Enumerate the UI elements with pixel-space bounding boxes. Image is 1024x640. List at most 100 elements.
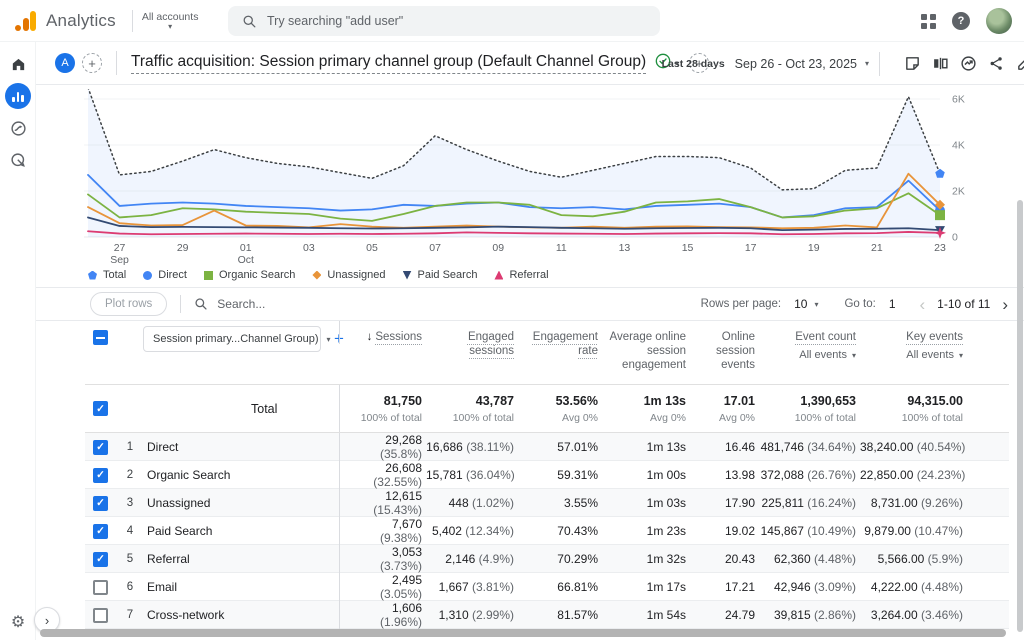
series-line-paid-search	[87, 216, 941, 232]
nav-advertising[interactable]	[0, 144, 36, 176]
metric-cell: 1,667 (3.81%)	[438, 580, 514, 594]
help-icon[interactable]: ?	[952, 12, 970, 30]
expand-nav-button[interactable]: ›	[34, 607, 60, 633]
search-input[interactable]: Try searching "add user"	[228, 6, 660, 36]
add-property-button[interactable]: +	[82, 53, 102, 73]
report-title[interactable]: Traffic acquisition: Session primary cha…	[131, 53, 647, 74]
customize-report-icon[interactable]	[1016, 55, 1024, 72]
column-header-engagement-rate[interactable]: Engagement rate	[518, 321, 602, 358]
event-filter-dropdown[interactable]: All events ▾	[799, 349, 856, 361]
add-report-button[interactable]: +	[689, 53, 710, 73]
channel-name: Organic Search	[147, 468, 231, 482]
column-header-sessions[interactable]: ↓ Sessions	[339, 321, 426, 344]
column-label: Event count	[795, 331, 856, 343]
row-checkbox[interactable]	[93, 579, 108, 595]
nav-explore[interactable]	[0, 112, 36, 144]
sort-descending-icon: ↓	[366, 331, 373, 343]
add-dimension-button[interactable]: +	[334, 329, 344, 348]
user-avatar[interactable]	[986, 8, 1012, 34]
previous-page-icon[interactable]: ‹	[919, 294, 926, 314]
triangle-up-marker-icon	[494, 270, 504, 280]
comparison-icon[interactable]	[932, 55, 949, 72]
metric-cell: 24.79	[724, 608, 755, 622]
metric-cell: 39,815 (2.86%)	[773, 608, 856, 622]
divider	[116, 51, 117, 75]
chart-legend: Total Direct Organic Search Unassigned Paid …	[60, 269, 1024, 281]
metric-cell: 1,310 (2.99%)	[438, 608, 514, 622]
y-axis-label: 4K	[952, 140, 965, 152]
report-toolbar: A + Traffic acquisition: Session primary…	[36, 42, 1024, 85]
chevron-down-icon[interactable]: ▾	[864, 59, 869, 68]
row-checkbox[interactable]: ✓	[93, 551, 108, 567]
divider	[879, 51, 880, 76]
table-row-direct: ✓ 1 Direct 29,268 (35.8%) 16,686 (38.11%) 57.…	[85, 433, 1009, 461]
goto-input[interactable]: 1	[888, 297, 896, 311]
horizontal-scrollbar[interactable]	[40, 629, 1006, 637]
vertical-scrollbar[interactable]	[1017, 200, 1023, 632]
row-checkbox[interactable]: ✓	[93, 523, 108, 539]
insights-icon[interactable]	[960, 55, 977, 72]
legend-item-referral[interactable]: Referral	[494, 269, 549, 281]
pagination-range: 1-10 of 11	[937, 297, 991, 311]
column-header-event-count[interactable]: Event count All events ▾	[759, 321, 860, 363]
apps-grid-icon[interactable]	[921, 13, 936, 29]
column-header-engaged-sessions[interactable]: Engaged sessions	[426, 321, 518, 358]
channel-name: Email	[147, 580, 178, 594]
report-content: 0 2K 4K 6K 27 Sep 29 01 Oct 03 05 07 09 11 13 15 17 19 21 2…	[36, 85, 1024, 640]
row-checkbox[interactable]: ✓	[93, 495, 108, 511]
plot-rows-button[interactable]: Plot rows	[90, 292, 168, 316]
metric-cell: 16.46	[724, 440, 755, 454]
left-nav: ⚙	[0, 42, 36, 640]
column-header-online-session-events[interactable]: Online session events	[690, 321, 759, 372]
metric-cell: 448 (1.02%)	[448, 496, 514, 510]
legend-item-unassigned[interactable]: Unassigned	[312, 269, 386, 281]
metric-cell: 1m 00s	[646, 468, 686, 482]
property-avatar[interactable]: A	[55, 53, 75, 73]
legend-item-paid-search[interactable]: Paid Search	[402, 269, 477, 281]
nav-reports[interactable]	[0, 80, 36, 112]
metric-cell: 3.55%	[563, 496, 598, 510]
row-number: 6	[126, 581, 134, 593]
x-axis-label: 17	[745, 242, 757, 254]
total-checkbox[interactable]: ✓	[93, 401, 108, 416]
metric-cell: 17.21	[724, 580, 755, 594]
dimension-selector[interactable]: Session primary...Channel Group) ▾	[143, 326, 331, 352]
admin-gear-icon[interactable]: ⚙	[10, 614, 26, 631]
share-icon[interactable]	[988, 55, 1005, 72]
chevron-down-icon: ▾	[326, 334, 331, 344]
series-line-organic-search	[87, 192, 941, 222]
x-axis-label: 05	[366, 242, 378, 254]
table-search-input[interactable]: Search...	[194, 297, 265, 311]
chevron-down-icon[interactable]: ▾	[814, 299, 819, 309]
column-header-average-online-session-engagement[interactable]: Average online session engagement	[602, 321, 690, 372]
legend-item-direct[interactable]: Direct	[143, 269, 187, 281]
channel-name: Unassigned	[147, 496, 211, 510]
row-checkbox[interactable]: ✓	[93, 439, 108, 455]
total-cell: 17.01 Avg 0%	[719, 393, 755, 424]
metric-cell: 8,731.00 (9.26%)	[870, 496, 963, 510]
rows-per-page-select[interactable]: 10	[794, 297, 808, 311]
search-icon	[195, 298, 207, 310]
account-switcher[interactable]: All accounts ▾	[142, 11, 199, 31]
legend-item-total[interactable]: Total	[88, 269, 126, 281]
divider	[180, 295, 182, 313]
metric-cell: 17.90	[724, 496, 755, 510]
legend-label: Direct	[158, 269, 187, 281]
column-label: Sessions	[375, 331, 422, 343]
nav-home[interactable]	[0, 48, 36, 80]
feedback-icon[interactable]	[904, 55, 921, 72]
row-checkbox[interactable]	[93, 607, 108, 623]
event-filter-dropdown[interactable]: All events ▾	[906, 349, 963, 361]
series-end-marker	[935, 168, 945, 178]
x-axis-label: 15	[682, 242, 694, 254]
chevron-down-icon[interactable]: ▾	[675, 58, 680, 68]
date-range-value[interactable]: Sep 26 - Oct 23, 2025	[734, 56, 857, 71]
legend-item-organic-search[interactable]: Organic Search	[203, 269, 295, 281]
saved-check-icon[interactable]	[655, 53, 671, 74]
x-axis-month-label: Sep	[110, 254, 129, 266]
column-header-key-events[interactable]: Key events All events ▾	[860, 321, 967, 363]
select-all-checkbox[interactable]	[93, 330, 108, 345]
row-checkbox[interactable]: ✓	[93, 467, 108, 483]
next-page-icon[interactable]: ›	[1002, 294, 1008, 314]
channel-name: Cross-network	[147, 608, 225, 622]
